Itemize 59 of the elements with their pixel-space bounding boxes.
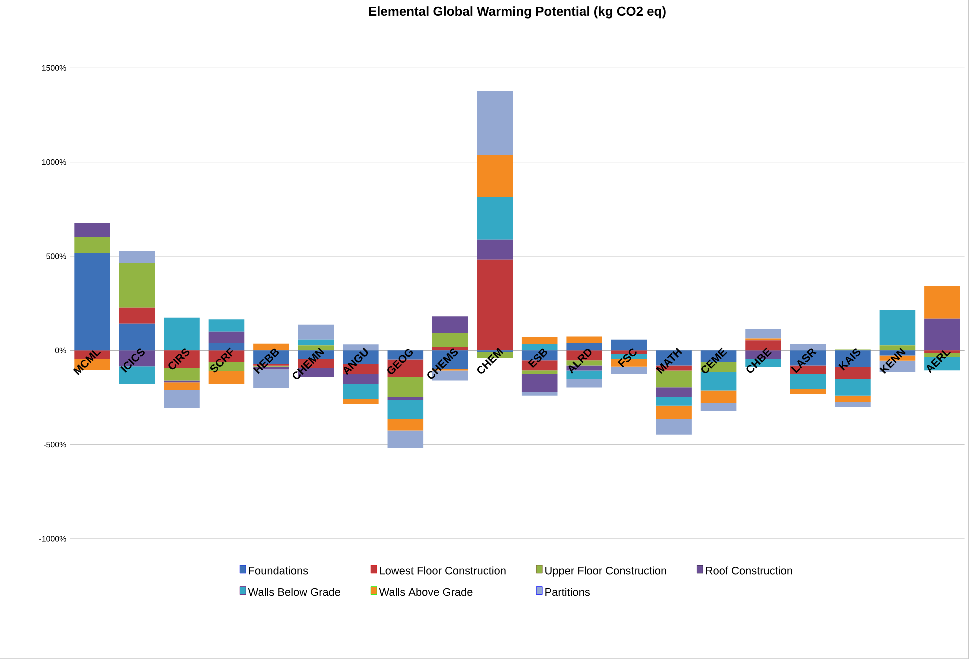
bar — [74, 253, 110, 351]
bar — [522, 392, 558, 396]
bar — [477, 90, 514, 156]
bar — [835, 402, 871, 408]
bar — [835, 396, 871, 402]
bar — [388, 397, 424, 400]
legend-label: Lowest Floor Construction — [380, 566, 506, 575]
bar — [388, 430, 424, 448]
bar — [790, 374, 826, 390]
bar — [119, 308, 156, 324]
bar — [119, 263, 156, 308]
bar — [388, 400, 424, 419]
bar — [164, 382, 200, 390]
bar — [208, 332, 245, 344]
bar — [700, 403, 737, 412]
bar — [343, 398, 379, 404]
bar — [164, 390, 200, 408]
legend-label: Roof Construction — [706, 566, 792, 575]
bar — [343, 374, 379, 384]
bar — [298, 324, 334, 340]
bar — [208, 320, 245, 332]
bar — [880, 310, 916, 346]
legend-label: Foundations — [249, 566, 308, 575]
bar — [656, 406, 692, 420]
legend-label: Upper Floor Construction — [546, 566, 666, 577]
bar — [388, 418, 424, 431]
chart-title: Elemental Global Warming Potential (kg CO2 eq) — [369, 6, 666, 19]
bar — [656, 419, 692, 435]
bar — [208, 371, 245, 384]
bar — [432, 333, 468, 348]
bar — [388, 377, 424, 398]
bar — [790, 389, 826, 394]
bar — [522, 370, 558, 374]
bar — [566, 343, 602, 351]
bar — [522, 374, 558, 392]
bar — [522, 337, 558, 344]
bar — [566, 336, 602, 344]
bar — [566, 379, 602, 388]
bar — [477, 197, 514, 240]
bar — [924, 318, 960, 351]
bar — [835, 379, 871, 396]
bar — [343, 384, 379, 399]
bar — [74, 237, 110, 254]
bar — [432, 316, 468, 334]
bar — [74, 222, 110, 238]
legend-label: Walls Above Grade — [379, 588, 473, 596]
bar — [700, 390, 737, 404]
bar — [656, 388, 692, 398]
legend-label: Partitions — [546, 588, 590, 596]
bar — [298, 340, 334, 346]
bar — [477, 240, 514, 260]
bar — [746, 328, 782, 339]
bar — [611, 366, 648, 374]
legend-label: Walls Below Grade — [248, 588, 341, 596]
bar — [924, 286, 960, 319]
bar — [119, 250, 156, 264]
bar — [477, 155, 514, 198]
bar — [656, 397, 692, 406]
bar — [700, 372, 737, 391]
